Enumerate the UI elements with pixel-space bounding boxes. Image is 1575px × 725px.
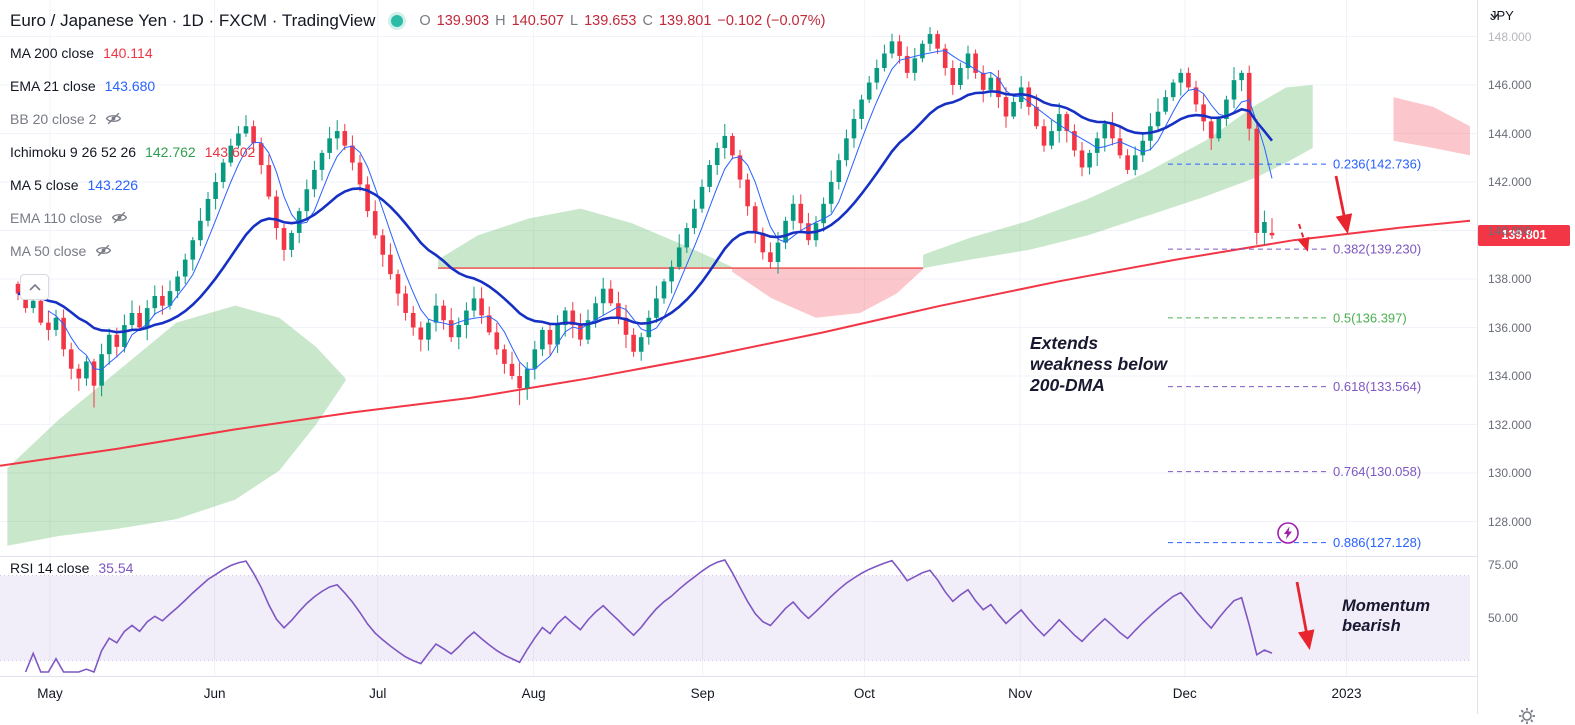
ma200-line bbox=[0, 219, 1471, 467]
rsi-line bbox=[24, 559, 1273, 674]
indicator-row-ema21[interactable]: EMA 21 close 143.680 bbox=[10, 69, 825, 102]
currency-label: JPY bbox=[1490, 8, 1514, 23]
price-tick-label: 128.000 bbox=[1488, 514, 1532, 529]
time-label: Aug bbox=[521, 686, 546, 701]
ema21-line bbox=[17, 90, 1274, 334]
indicator-row-bb20[interactable]: BB 20 close 2 bbox=[10, 102, 825, 135]
annotation-momentum[interactable]: Momentum bearish bbox=[1342, 596, 1430, 636]
down-arrow[interactable] bbox=[1334, 175, 1353, 235]
main-chart-pane[interactable]: 0.236(142.736) 0.382(139.230) 0.5(136.397)… bbox=[0, 0, 1477, 556]
fib-retracement[interactable]: 0.236(142.736) 0.382(139.230) 0.5(136.397)… bbox=[1168, 157, 1421, 550]
indicator-value: 143.226 bbox=[87, 176, 139, 193]
last-price-tag: 139.801 bbox=[1478, 224, 1570, 246]
currency-selector[interactable]: JPY bbox=[1490, 8, 1514, 23]
price-tick-label: 144.000 bbox=[1488, 126, 1532, 141]
pane-separator[interactable] bbox=[0, 556, 1575, 557]
indicator-row-ma200[interactable]: MA 200 close 140.114 bbox=[10, 36, 825, 69]
indicator-value: 142.762 bbox=[145, 143, 196, 160]
annotation-weakness[interactable]: Extends weakness below 200-DMA bbox=[1030, 333, 1167, 396]
time-label: May bbox=[37, 686, 63, 701]
price-tick-label: 146.000 bbox=[1488, 78, 1532, 92]
time-label: Jun bbox=[203, 686, 226, 701]
time-label: Sep bbox=[690, 686, 715, 701]
indicator-row-ema110[interactable]: EMA 110 close bbox=[10, 201, 825, 234]
price-tick-label: 132.000 bbox=[1488, 417, 1532, 432]
time-label: Dec bbox=[1172, 686, 1197, 701]
time-label: Nov bbox=[1008, 686, 1033, 701]
indicator-value: 140.114 bbox=[103, 44, 153, 61]
time-label: 2023 bbox=[1331, 686, 1362, 701]
rsi-pane[interactable] bbox=[0, 556, 1477, 676]
price-tick-label: 138.000 bbox=[1488, 272, 1532, 286]
fib-label: 0.236(142.736) bbox=[1333, 157, 1421, 172]
market-status-icon[interactable] bbox=[391, 15, 404, 27]
indicator-label: BB 20 close 2 bbox=[10, 110, 97, 127]
visibility-off-icon[interactable] bbox=[105, 110, 122, 127]
symbol-title[interactable]: Euro / Japanese Yen · 1D · FXCM · Tradin… bbox=[10, 11, 376, 30]
legend-collapse-button[interactable] bbox=[20, 274, 49, 300]
indicator-label: MA 50 close bbox=[10, 242, 87, 259]
change-value: −0.102 (−0.07%) bbox=[717, 13, 826, 29]
price-tick-label: 134.000 bbox=[1488, 369, 1532, 383]
symbol-title-row: Euro / Japanese Yen · 1D · FXCM · Tradin… bbox=[10, 6, 825, 36]
fib-label: 0.886(127.128) bbox=[1333, 535, 1421, 550]
visibility-off-icon[interactable] bbox=[95, 242, 112, 259]
ohlc-values: O 139.903 H 140.507 L 139.653 C 139.801 −0.1… bbox=[419, 13, 825, 29]
indicator-label: EMA 21 close bbox=[10, 77, 96, 94]
annotation-line: bearish bbox=[1342, 617, 1401, 635]
fib-label: 0.5(136.397) bbox=[1333, 310, 1407, 325]
rsi-legend-row[interactable]: RSI 14 close 35.54 bbox=[10, 560, 133, 576]
rsi-tick-label: 75.00 bbox=[1488, 558, 1519, 572]
ohlc-close-value: 139.801 bbox=[658, 13, 712, 29]
annotation-line: Momentum bbox=[1342, 597, 1430, 615]
rsi-tick-label: 50.00 bbox=[1488, 611, 1519, 625]
ohlc-close-label: C bbox=[642, 13, 653, 29]
time-axis[interactable]: May Jun Jul Aug Sep Oct Nov Dec 2023 bbox=[0, 676, 1477, 715]
ohlc-high-label: H bbox=[495, 13, 506, 29]
price-axis[interactable]: JPY 139.801 148.000 146.000 144.000 142.000… bbox=[1477, 0, 1575, 724]
fib-label: 0.618(133.564) bbox=[1333, 379, 1421, 394]
down-arrow[interactable] bbox=[1295, 581, 1315, 651]
indicator-row-ichimoku[interactable]: Ichimoku 9 26 52 26 142.762 143.602 bbox=[10, 135, 825, 168]
time-label: Oct bbox=[853, 686, 875, 701]
chevron-down-icon bbox=[1490, 13, 1499, 19]
candles bbox=[15, 27, 1275, 408]
indicator-label: Ichimoku 9 26 52 26 bbox=[10, 143, 137, 160]
rsi-value: 35.54 bbox=[98, 560, 134, 576]
fib-label: 0.764(130.058) bbox=[1333, 464, 1421, 479]
gear-icon bbox=[1519, 708, 1535, 724]
indicator-value: 143.680 bbox=[104, 77, 156, 94]
rsi-label: RSI 14 close bbox=[10, 560, 90, 576]
ichimoku-cloud bbox=[7, 85, 1470, 546]
indicator-label: MA 200 close bbox=[10, 44, 95, 61]
price-tick-label: 130.000 bbox=[1488, 466, 1532, 480]
indicator-row-ma50[interactable]: MA 50 close bbox=[10, 234, 825, 267]
price-tick-label: 148.000 bbox=[1488, 29, 1532, 44]
indicator-row-ma5[interactable]: MA 5 close 143.226 bbox=[10, 168, 825, 201]
ohlc-open-value: 139.903 bbox=[436, 13, 490, 29]
annotation-line: 200-DMA bbox=[1030, 375, 1105, 395]
price-tick-label: 136.000 bbox=[1488, 320, 1532, 335]
indicator-label: EMA 110 close bbox=[10, 209, 103, 226]
annotation-line: Extends bbox=[1030, 333, 1099, 353]
indicator-value: 143.602 bbox=[204, 143, 256, 160]
lightning-icon[interactable] bbox=[1277, 522, 1299, 544]
ohlc-low-label: L bbox=[569, 13, 579, 29]
annotation-line: weakness below bbox=[1030, 354, 1168, 374]
legend: Euro / Japanese Yen · 1D · FXCM · Tradin… bbox=[10, 6, 825, 267]
indicator-label: MA 5 close bbox=[10, 176, 79, 193]
time-label: Jul bbox=[369, 686, 387, 701]
chevron-up-icon bbox=[28, 283, 41, 291]
price-tick-label: 140.000 bbox=[1488, 223, 1532, 238]
ohlc-high-value: 140.507 bbox=[511, 13, 564, 29]
price-tick-label: 142.000 bbox=[1488, 175, 1532, 189]
ohlc-low-value: 139.653 bbox=[584, 13, 637, 29]
ohlc-open-label: O bbox=[419, 13, 431, 29]
visibility-off-icon[interactable] bbox=[111, 209, 128, 226]
down-arrow[interactable] bbox=[1297, 223, 1310, 252]
ma5-line bbox=[48, 50, 1273, 371]
rsi-band bbox=[0, 575, 1470, 661]
fib-label: 0.382(139.230) bbox=[1333, 242, 1421, 257]
